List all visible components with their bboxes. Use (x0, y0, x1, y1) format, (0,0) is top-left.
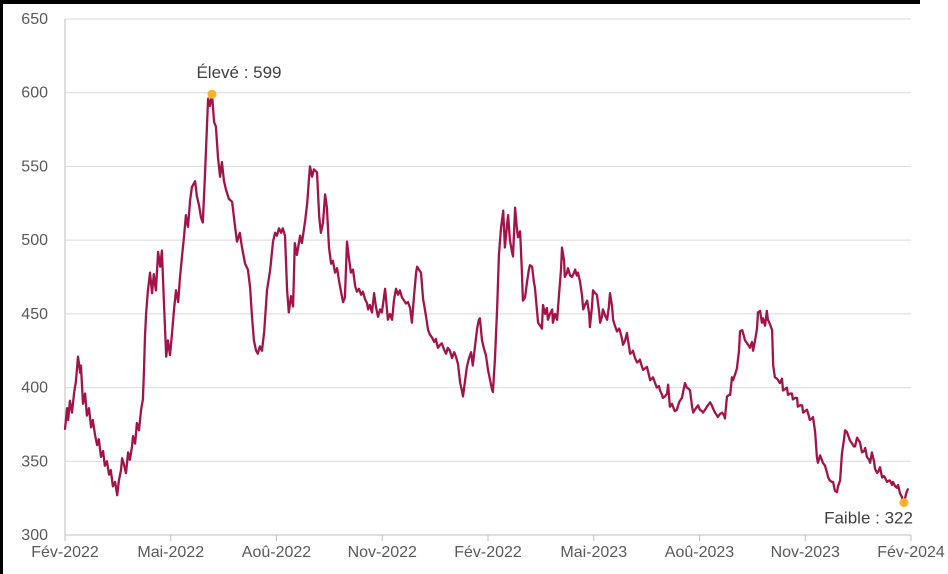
screen-edge-left (0, 0, 3, 574)
y-tick-label: 350 (21, 453, 48, 470)
low-annotation: Faible : 322 (824, 509, 913, 528)
x-tick-label: Mai-2023 (560, 544, 627, 561)
high-annotation: Élevé : 599 (196, 63, 281, 82)
x-tick-label: Fév-2022 (454, 544, 522, 561)
y-tick-label: 450 (21, 306, 48, 323)
x-tick-label: Nov-2023 (771, 544, 840, 561)
screen-edge-top (0, 0, 920, 4)
y-tick-label: 300 (21, 527, 48, 544)
x-tick-label: Aoû-2022 (242, 544, 311, 561)
x-tick-label: Nov-2022 (348, 544, 417, 561)
price-line (63, 93, 909, 504)
high-marker (207, 89, 217, 99)
x-tick-label: Fév-2024 (877, 544, 945, 561)
y-tick-label: 550 (21, 158, 48, 175)
low-marker (899, 498, 909, 508)
x-tick-label: Mai-2022 (137, 544, 204, 561)
y-tick-label: 600 (21, 85, 48, 102)
y-tick-label: 650 (21, 11, 48, 28)
y-tick-label: 400 (21, 380, 48, 397)
x-tick-label: Fév-2022 (31, 544, 99, 561)
y-tick-label: 500 (21, 232, 48, 249)
x-tick-label: Aoû-2023 (665, 544, 734, 561)
